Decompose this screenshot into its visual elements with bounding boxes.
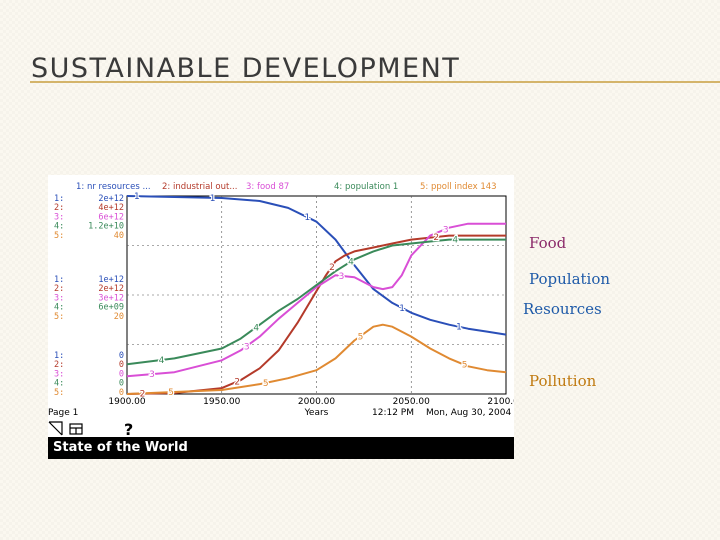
scale-bottom-value-3: 0 — [119, 369, 124, 379]
scale-top-value-5: 40 — [114, 231, 124, 241]
scale-mid-value-3: 3e+12 — [98, 293, 124, 303]
scale-top-index-5: 5: — [54, 231, 64, 241]
series-3-marker-0: 3 — [149, 370, 155, 380]
series-4-marker-0: 4 — [159, 356, 165, 366]
x-tick-label-1: 1950.00 — [203, 397, 240, 407]
series-4-line — [126, 238, 506, 366]
legend-entry-1: 1: nr resources ... — [76, 182, 151, 192]
scale-bottom-index-4: 4: — [54, 379, 64, 389]
scale-top-value-3: 6e+12 — [98, 212, 124, 222]
series-5-line — [126, 323, 507, 395]
series-1-marker-0: 1 — [134, 192, 140, 202]
scale-mid-index-2: 2: — [54, 284, 64, 294]
scale-top-index-4: 4: — [54, 222, 64, 232]
series-1-marker-4: 1 — [456, 323, 462, 333]
scale-mid-value-4: 6e+09 — [98, 303, 124, 313]
series-4-marker-1: 4 — [253, 323, 259, 333]
label-pollution: Pollution — [529, 372, 597, 390]
help-icon: ? — [124, 420, 133, 439]
label-food: Food — [529, 234, 567, 252]
scale-mid-index-5: 5: — [54, 312, 64, 322]
date-label: Mon, Aug 30, 2004 — [426, 408, 511, 418]
scale-bottom-value-1: 0 — [119, 351, 124, 361]
model-title-bar: State of the World — [48, 437, 514, 459]
series-3-line — [126, 222, 506, 378]
scale-mid-value-1: 1e+12 — [98, 275, 124, 285]
series-5-marker-3: 5 — [462, 361, 468, 371]
legend-entry-2: 2: industrial out... — [162, 182, 237, 192]
series-3-marker-1: 3 — [244, 342, 250, 352]
series-4-marker-2: 4 — [348, 258, 354, 268]
series-1-marker-1: 1 — [210, 194, 216, 204]
x-tick-label-2: 2000.00 — [298, 397, 335, 407]
scale-mid-index-4: 4: — [54, 303, 64, 313]
x-axis-title: Years — [304, 408, 329, 418]
scale-bottom-index-1: 1: — [54, 351, 64, 361]
series-1-line — [126, 195, 507, 336]
scale-top-index-3: 3: — [54, 212, 64, 222]
scale-top-index-2: 2: — [54, 203, 64, 213]
scale-top-value-4: 1.2e+10 — [88, 222, 124, 232]
series-2-marker-1: 2 — [234, 378, 240, 388]
time-label: 12:12 PM — [372, 408, 414, 418]
scale-top-index-1: 1: — [54, 194, 64, 204]
series-5-marker-2: 5 — [358, 332, 364, 342]
stella-graph-window: 1: nr resources ... 2: industrial out... 3… — [48, 175, 514, 459]
series-5-marker-0: 5 — [168, 388, 174, 398]
series-2-marker-2: 2 — [329, 263, 335, 273]
series-5-marker-1: 5 — [263, 379, 269, 389]
series-2-marker-3: 2 — [433, 233, 439, 243]
legend-entry-3: 3: food 87 — [246, 182, 289, 192]
label-resources: Resources — [523, 300, 602, 318]
series-3-marker-2: 3 — [339, 272, 345, 282]
scale-bottom-value-5: 0 — [119, 388, 124, 398]
slide-title: SUSTAINABLE DEVELOPMENT — [31, 53, 461, 84]
title-rule — [30, 81, 720, 83]
label-population: Population — [529, 270, 611, 288]
page-corner-icon — [48, 421, 63, 436]
x-tick-label-3: 2050.00 — [393, 397, 430, 407]
scale-bottom-index-5: 5: — [54, 388, 64, 398]
scale-mid-value-2: 2e+12 — [98, 284, 124, 294]
x-tick-label-0: 1900.00 — [108, 397, 145, 407]
scale-bottom-value-2: 0 — [119, 360, 124, 370]
legend-entry-4: 4: population 1 — [334, 182, 398, 192]
series-4-marker-3: 4 — [452, 236, 458, 246]
scale-mid-index-1: 1: — [54, 275, 64, 285]
scale-mid-index-3: 3: — [54, 293, 64, 303]
scale-bottom-index-2: 2: — [54, 360, 64, 370]
scale-top-value-1: 2e+12 — [98, 194, 124, 204]
series-3-marker-3: 3 — [443, 225, 449, 235]
scale-bottom-value-4: 0 — [119, 379, 124, 389]
scale-bottom-index-3: 3: — [54, 369, 64, 379]
series-2-marker-0: 2 — [140, 390, 146, 400]
series-1-marker-2: 1 — [305, 213, 311, 223]
scale-mid-value-5: 20 — [114, 312, 124, 322]
world-model-chart: 1: nr resources ... 2: industrial out... 3… — [48, 182, 514, 439]
legend-entry-5: 5: ppoll index 143 — [420, 182, 497, 192]
page-label: Page 1 — [48, 408, 78, 418]
series-2-line — [126, 234, 506, 395]
series-1-marker-3: 1 — [399, 304, 405, 314]
x-tick-label-4: 2100.00 — [487, 397, 514, 407]
scale-top-value-2: 4e+12 — [98, 203, 124, 213]
